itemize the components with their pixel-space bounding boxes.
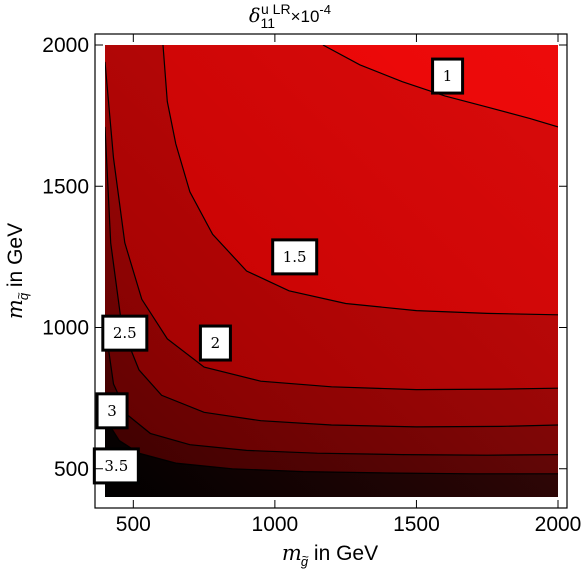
contour-label-box [101, 314, 149, 352]
plot-glow-overlay [105, 45, 558, 497]
contour-label-box [271, 238, 319, 276]
plot-frame [94, 33, 568, 509]
contour-label-text: 2.5 [113, 324, 137, 342]
contour-label-3: 3 [95, 392, 129, 430]
contour-label-1.5: 1.5 [271, 238, 319, 276]
contour-line-1.5 [162, 45, 558, 316]
y-tick-label: 1000 [42, 317, 89, 340]
contour-label-2.5: 2.5 [101, 314, 149, 352]
y-tick-label: 2000 [42, 34, 89, 57]
contour-line-1 [322, 45, 558, 128]
y-tick-label: 500 [54, 458, 89, 481]
axis-ticks: 500 1000 1500 2000 500 1000 1500 2000 [42, 34, 581, 536]
y-tick-label: 1500 [42, 175, 89, 198]
x-tick-label: 1000 [252, 513, 299, 536]
contour-label-text: 1 [443, 67, 453, 85]
y-axis-title: m~q in GeV [3, 223, 31, 319]
x-tick-label: 500 [116, 513, 151, 536]
contour-label-1: 1 [431, 57, 465, 95]
contour-label-box [95, 392, 129, 430]
contour-label-text: 2 [211, 334, 221, 352]
contour-line-2 [105, 61, 558, 391]
contour-label-text: 3 [107, 402, 117, 420]
contour-label-3.5: 3.5 [92, 447, 140, 485]
x-tick-label: 1500 [393, 513, 440, 536]
contour-label-text: 3.5 [104, 457, 128, 475]
chart-title: δ11u LR×10-4 [249, 1, 331, 31]
contour-lines [105, 45, 558, 475]
contour-label-text: 1.5 [283, 248, 307, 266]
contour-label-2: 2 [198, 324, 232, 362]
contour-labels: 1 1.5 2 2.5 3 3.5 [92, 57, 465, 485]
contour-label-box [198, 324, 232, 362]
contour-line-3.5 [105, 417, 558, 475]
contour-label-box [92, 447, 140, 485]
contour-line-2.5 [105, 126, 558, 428]
x-tick-label: 2000 [535, 513, 581, 536]
x-axis-title: m~g in GeV [282, 541, 378, 569]
contour-label-box [431, 57, 465, 95]
